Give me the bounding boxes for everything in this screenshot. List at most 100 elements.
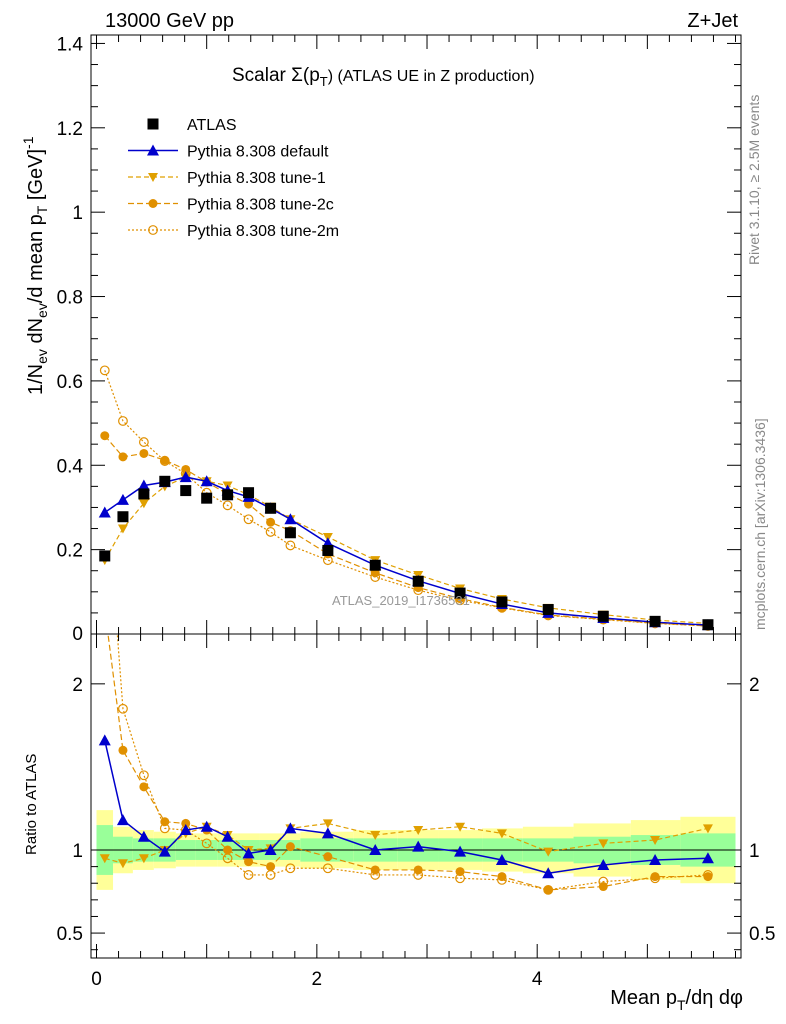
ratio-point: [413, 865, 423, 875]
y-tick-label-ratio-right: 0.5: [749, 924, 775, 945]
ratio-point: [598, 882, 608, 892]
mc-point: [98, 506, 111, 518]
y-tick-label-ratio-right: 1: [749, 841, 760, 862]
data-point: [597, 610, 609, 622]
ratio-point: [179, 824, 192, 836]
mc-point: [266, 517, 276, 527]
ratio-point: [495, 853, 508, 865]
ratio-point: [137, 830, 150, 842]
ratio-point: [497, 872, 507, 882]
y-tick-label-main: 0.6: [57, 372, 83, 393]
mc-point: [285, 540, 296, 551]
legend-marker: [147, 118, 159, 130]
mc-point: [243, 514, 254, 525]
data-point: [265, 502, 277, 514]
ratio-point: [116, 814, 129, 826]
y-tick-label-zero: 0: [72, 624, 83, 645]
ratio-point: [413, 826, 424, 836]
ratio-point: [370, 865, 380, 875]
x-tick-label: 0: [91, 969, 102, 990]
ratio-point: [543, 885, 553, 895]
ratio-point: [598, 839, 609, 849]
y-tick-label-ratio: 1: [72, 841, 83, 862]
y-tick-label-main: 0.8: [57, 288, 83, 309]
ratio-panel: [98, 605, 714, 895]
ratio-point: [284, 822, 297, 834]
legend-marker: [148, 199, 158, 208]
ratio-point: [158, 845, 171, 857]
ratio-point: [597, 858, 610, 870]
x-axis-title: Mean pT/dη dφ: [610, 987, 743, 1013]
ratio-point: [266, 862, 276, 872]
legend-label: Pythia 8.308 tune-2c: [187, 197, 334, 214]
legend-marker: [148, 173, 158, 182]
mc-point: [138, 499, 149, 509]
x-tick-label: 2: [312, 969, 323, 990]
series-line-main: [104, 370, 708, 627]
y-tick-label-main: 1.4: [57, 34, 84, 55]
data-point: [649, 615, 661, 627]
legend: ATLAS Pythia 8.308 default Pythia 8.308 tu…: [128, 117, 339, 240]
ratio-point: [542, 867, 555, 879]
x-tick-label: 4: [532, 969, 543, 990]
ratio-point: [322, 863, 333, 874]
header-collision: 13000 GeV pp: [105, 10, 234, 32]
ratio-point: [496, 829, 507, 839]
mc-point: [181, 464, 191, 474]
y-tick-label-main: 1: [72, 203, 83, 224]
ratio-point: [160, 817, 170, 827]
ratio-point: [412, 840, 425, 852]
mcplots-label: mcplots.cern.ch [arXiv:1306.3436]: [752, 418, 768, 630]
mc-point: [139, 448, 149, 458]
ratio-point: [200, 820, 213, 832]
y-tick-label-ratio: 0.5: [57, 924, 83, 945]
ratio-point: [99, 854, 110, 864]
data-point: [159, 475, 171, 487]
legend-marker: [147, 144, 159, 156]
ratio-point: [100, 605, 109, 614]
data-point: [138, 488, 150, 500]
analysis-watermark: ATLAS_2019_I1736531: [332, 593, 470, 608]
ratio-point: [98, 734, 111, 746]
rivet-label: Rivet 3.1.10, ≥ 2.5M events: [746, 95, 762, 265]
data-point: [412, 575, 424, 587]
main-series: [98, 365, 714, 631]
ratio-point: [369, 844, 382, 855]
data-point: [454, 587, 466, 599]
y-axis-title-ratio: Ratio to ATLAS: [23, 754, 40, 855]
y-axis-title-main: 1/Nev dNev/d mean pT [GeV]-1: [20, 136, 50, 395]
ratio-point: [139, 782, 149, 792]
ratio-point: [244, 857, 254, 867]
data-point: [369, 559, 381, 571]
ratio-point: [454, 845, 467, 857]
axes: 0.2 0.4 0.6 0.8 1 1.2 1.4 0 0 2 4 0.5 0.5 1 1 2 2: [57, 34, 776, 990]
header-process: Z+Jet: [687, 10, 738, 32]
ratio-point: [543, 847, 554, 857]
ratio-point: [243, 870, 254, 880]
data-point: [243, 487, 255, 499]
ratio-point: [221, 830, 234, 842]
ratio-point: [702, 824, 713, 834]
data-point: [284, 527, 296, 539]
data-point: [702, 619, 714, 631]
ratio-point: [181, 818, 191, 828]
mc-point: [118, 416, 128, 426]
ratio-point: [118, 703, 128, 714]
mc-point: [222, 500, 233, 511]
ratio-point: [201, 838, 212, 849]
mc-point: [99, 365, 110, 376]
legend-label: ATLAS: [187, 117, 237, 134]
data-point: [117, 511, 129, 523]
ratio-point: [138, 854, 149, 864]
ratio-point: [370, 831, 381, 841]
mc-point: [138, 437, 149, 447]
mc-point: [118, 452, 128, 462]
y-tick-label-ratio: 2: [72, 675, 83, 696]
legend-label: Pythia 8.308 default: [187, 144, 329, 161]
data-point: [542, 604, 554, 616]
ratio-point: [223, 845, 233, 855]
y-tick-label-main: 0.4: [57, 456, 84, 477]
data-point: [222, 489, 234, 501]
data-point: [180, 485, 192, 497]
